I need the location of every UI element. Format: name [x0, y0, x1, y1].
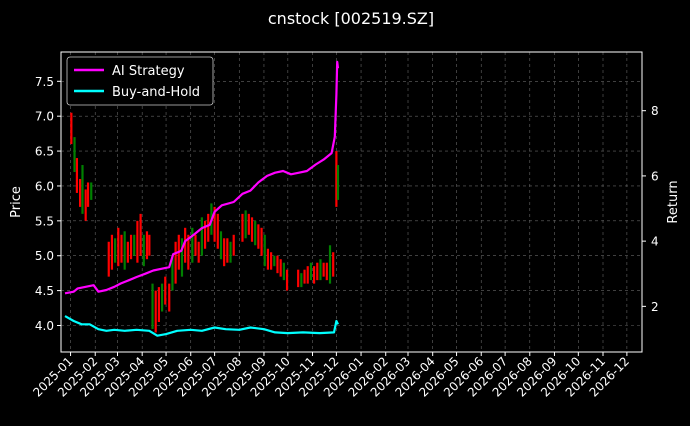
legend-label-buy-and-hold: Buy-and-Hold — [112, 85, 200, 100]
price-bars — [70, 112, 340, 333]
legend: AI Strategy Buy-and-Hold — [66, 56, 214, 106]
left-y-tick-label: 4.0 — [35, 319, 54, 333]
return-lines — [64, 60, 340, 337]
left-y-tick-label: 6.5 — [35, 145, 54, 159]
left-y-tick-label: 4.5 — [35, 284, 54, 298]
left-y-tick-label: 5.5 — [35, 214, 54, 228]
series-line-ai-strategy — [64, 60, 340, 295]
left-y-tick-label: 7.0 — [35, 110, 54, 124]
left-y-tick-label: 6.0 — [35, 179, 54, 193]
plot-frame — [60, 51, 643, 353]
left-y-axis: 4.0 4.5 5.0 5.5 6.0 6.5 7.0 7.5 — [35, 75, 61, 333]
y-axis-label-left: Price — [9, 186, 24, 218]
y-axis-label-right: Return — [666, 180, 681, 223]
series-line-buy-and-hold — [64, 315, 339, 337]
right-y-tick-label: 4 — [651, 235, 659, 249]
legend-label-ai-strategy: AI Strategy — [112, 64, 185, 79]
chart-title: cnstock [002519.SZ] — [268, 9, 434, 28]
right-y-tick-label: 6 — [651, 169, 659, 183]
left-y-tick-label: 5.0 — [35, 249, 54, 263]
right-y-axis: 2 4 6 8 — [642, 104, 659, 314]
left-y-tick-label: 7.5 — [35, 75, 54, 89]
right-y-tick-label: 2 — [651, 300, 659, 314]
right-y-tick-label: 8 — [651, 104, 659, 118]
